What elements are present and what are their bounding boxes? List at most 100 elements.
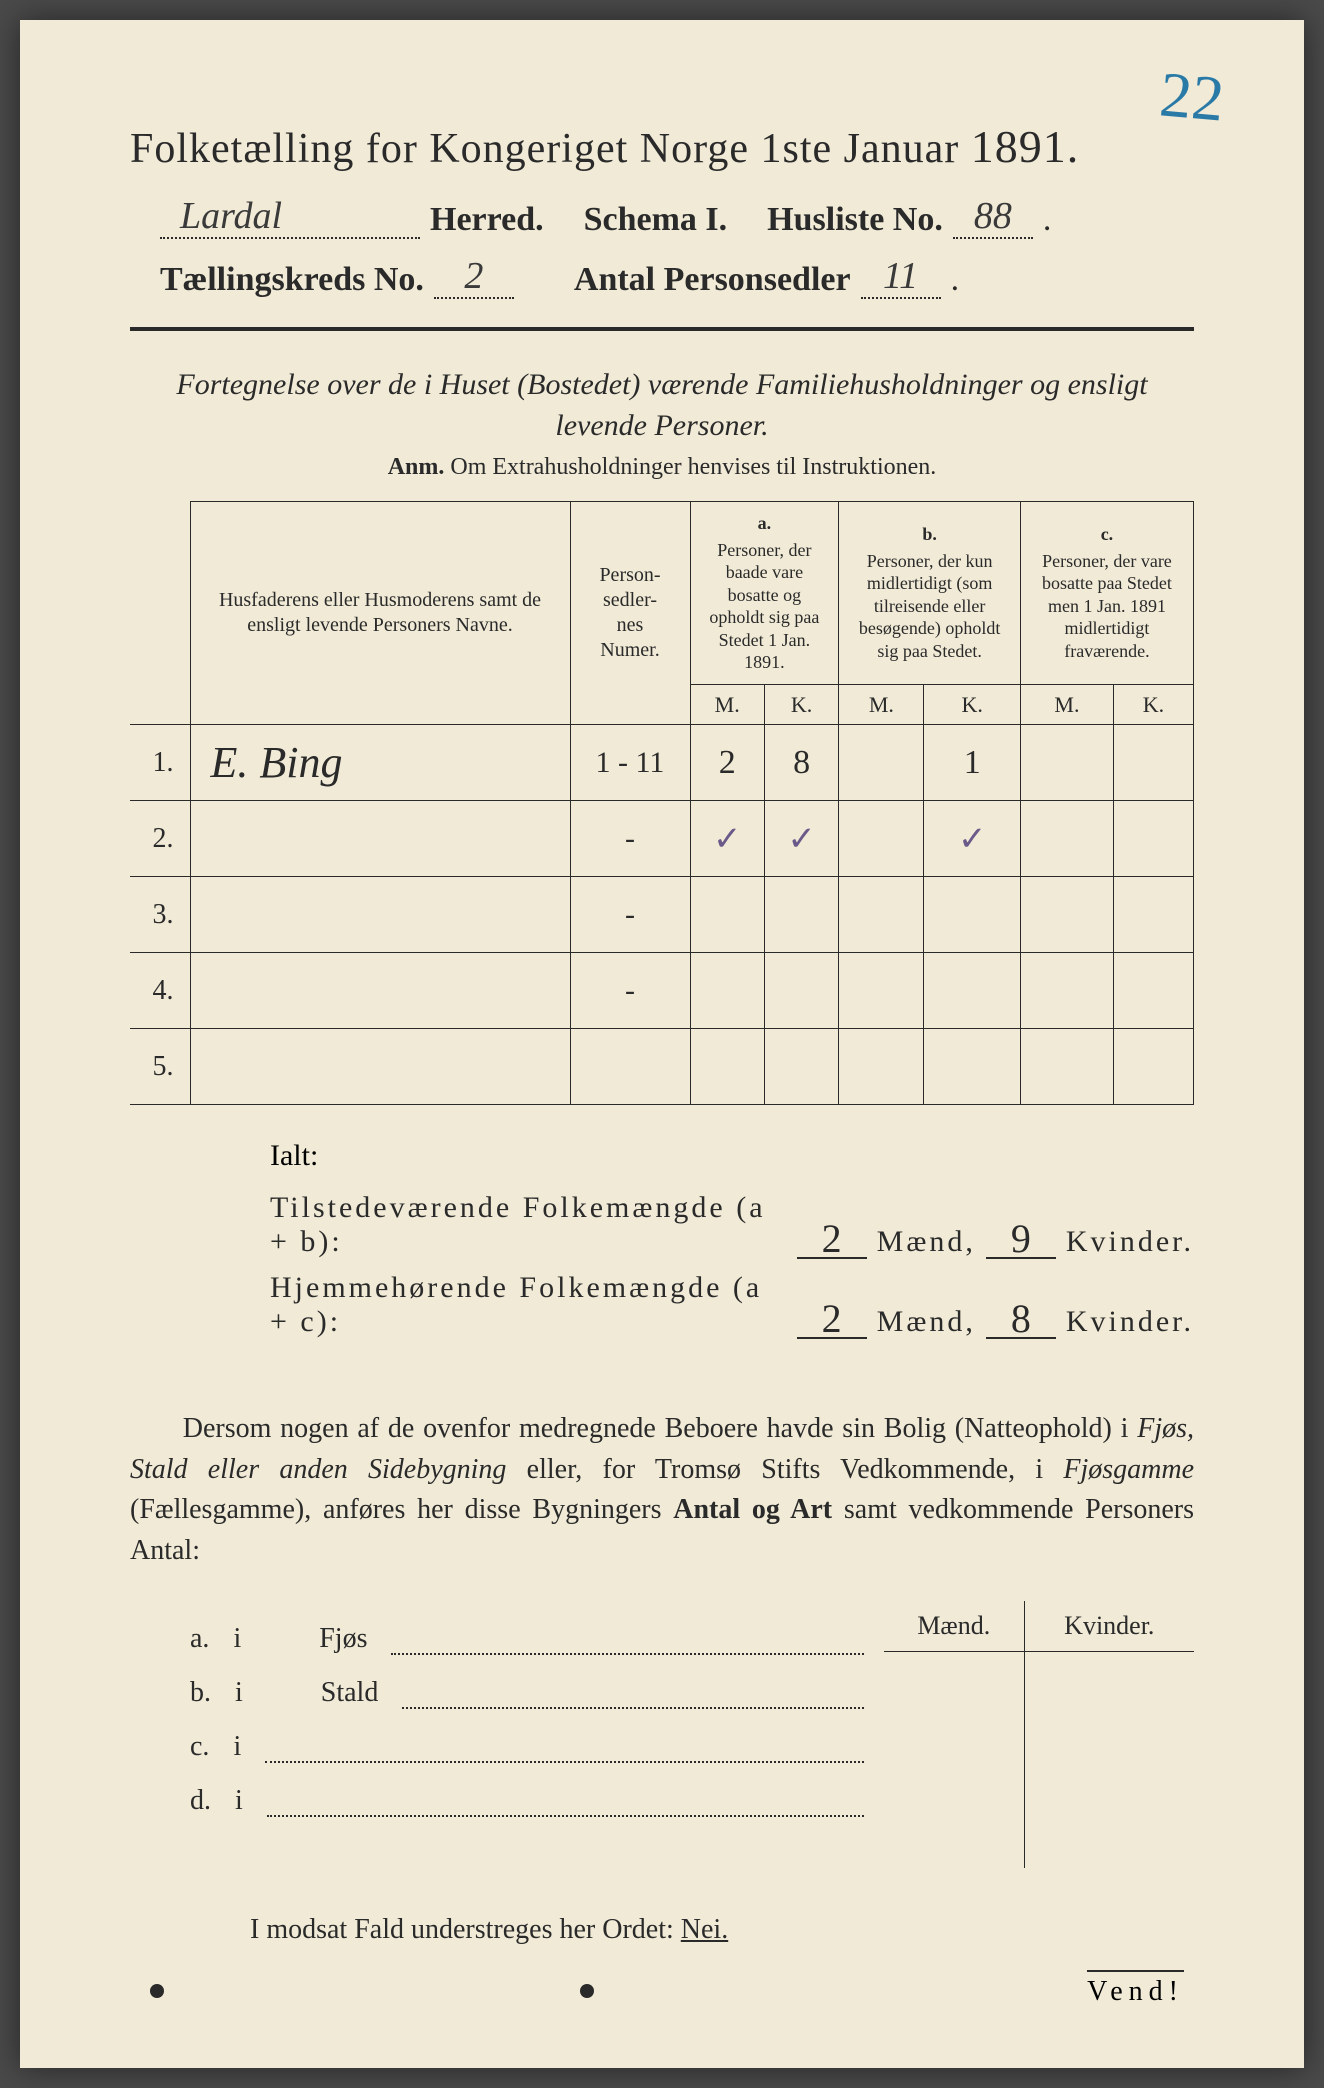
dotted-line [265, 1745, 864, 1763]
table-row: 5. [130, 1029, 1194, 1105]
cell [839, 725, 924, 801]
outbuild-row: a. i Fjøs [190, 1601, 864, 1655]
schema-label: Schema I. [584, 201, 728, 239]
mk-head-k: Kvinder. [1024, 1601, 1194, 1652]
col-names: Husfaderens eller Husmoderens samt de en… [190, 502, 570, 725]
ob-i: i [233, 1623, 241, 1655]
table-row: 3. - [130, 877, 1194, 953]
outbuilding-list: a. i Fjøs b. i Stald c. i d. i [130, 1601, 864, 1868]
cell [1020, 953, 1113, 1029]
cell [764, 953, 838, 1029]
kvinder-label: Kvinder. [1066, 1305, 1194, 1339]
outbuild-row: c. i [190, 1709, 864, 1763]
row-psn: 1 - 11 [570, 725, 690, 801]
antal-label: Antal Personsedler [574, 261, 851, 299]
cell [839, 953, 924, 1029]
cell [1113, 953, 1193, 1029]
kreds-value: 2 [434, 257, 514, 299]
ink-mark-icon [580, 1984, 594, 1998]
herred-label: Herred. [430, 201, 544, 239]
kreds-label: Tællingskreds No. [160, 261, 424, 299]
cell: ✓ [924, 801, 1020, 877]
ob-i: i [235, 1785, 243, 1817]
row-num: 4. [130, 953, 190, 1029]
cell [1113, 725, 1193, 801]
dotted-line [267, 1799, 864, 1817]
modsat-nei: Nei. [681, 1914, 728, 1945]
col-b-k: K. [924, 684, 1020, 725]
ink-mark-icon [150, 1984, 164, 1998]
header-line-3: Tællingskreds No. 2 Antal Personsedler 1… [130, 257, 1194, 299]
mk-cell [1024, 1760, 1194, 1814]
row-psn: - [570, 801, 690, 877]
mk-cell [884, 1652, 1024, 1706]
row-name [190, 877, 570, 953]
table-row: 1. E. Bing 1 - 11 2 8 1 [130, 725, 1194, 801]
totals-row-present: Tilstedeværende Folkemængde (a + b): 2 M… [270, 1191, 1194, 1259]
corner-annotation: 22 [1157, 57, 1227, 136]
modsat-line: I modsat Fald understreges her Ordet: Ne… [130, 1914, 1194, 1946]
cell [1020, 801, 1113, 877]
cell [839, 1029, 924, 1105]
cell [839, 801, 924, 877]
outbuild-row: d. i [190, 1763, 864, 1817]
ob-letter: b. [190, 1677, 211, 1709]
dotted-line [402, 1691, 864, 1709]
ialt-label: Ialt: [270, 1139, 1194, 1173]
col-a-m: M. [690, 684, 764, 725]
table-row: 4. - [130, 953, 1194, 1029]
title: Folketælling for Kongeriget Norge 1ste J… [130, 120, 1194, 173]
ob-letter: c. [190, 1731, 209, 1763]
vend-label: Vend! [1087, 1970, 1184, 2008]
row-num: 1. [130, 725, 190, 801]
mk-cell [1024, 1814, 1194, 1868]
kvinder-label: Kvinder. [1066, 1225, 1194, 1259]
col-c: c.Personer, der vare bosatte paa Stedet … [1020, 502, 1193, 685]
intro-text: Fortegnelse over de i Huset (Bostedet) v… [130, 365, 1194, 446]
dotted-line [391, 1637, 864, 1655]
ob-label: Fjøs [319, 1623, 367, 1655]
household-table: Husfaderens eller Husmoderens samt de en… [130, 501, 1194, 1105]
mk-cell [884, 1760, 1024, 1814]
divider [130, 327, 1194, 331]
cell: 2 [690, 725, 764, 801]
cell: 1 [924, 725, 1020, 801]
cell [1113, 877, 1193, 953]
resident-m: 2 [797, 1301, 867, 1339]
row-name [190, 953, 570, 1029]
mk-cell [1024, 1706, 1194, 1760]
maend-label: Mænd, [877, 1225, 976, 1259]
anm-text: Anm. Anm. Om Extrahusholdninger henvises… [130, 454, 1194, 481]
cell: 8 [764, 725, 838, 801]
census-form-page: 22 Folketælling for Kongeriget Norge 1st… [20, 20, 1304, 2068]
cell: ✓ [690, 801, 764, 877]
col-c-k: K. [1113, 684, 1193, 725]
mk-head-m: Mænd. [884, 1601, 1024, 1652]
modsat-text: I modsat Fald understreges her Ordet: [250, 1914, 681, 1945]
cell [1113, 1029, 1193, 1105]
antal-value: 11 [861, 257, 941, 299]
row-name: E. Bing [190, 725, 570, 801]
herred-value: Lardal [160, 197, 420, 239]
cell [924, 1029, 1020, 1105]
col-a-k: K. [764, 684, 838, 725]
header-line-2: Lardal Herred. Schema I. Husliste No. 88… [130, 197, 1194, 239]
cell [764, 877, 838, 953]
totals-row-resident: Hjemmehørende Folkemængde (a + c): 2 Mæn… [270, 1271, 1194, 1339]
row-psn: - [570, 877, 690, 953]
husliste-label: Husliste No. [767, 201, 943, 239]
col-c-m: M. [1020, 684, 1113, 725]
ob-letter: d. [190, 1785, 211, 1817]
row-name [190, 1029, 570, 1105]
row-psn [570, 1029, 690, 1105]
resident-label: Hjemmehørende Folkemængde (a + c): [270, 1271, 787, 1339]
row-name [190, 801, 570, 877]
ob-label: Stald [321, 1677, 379, 1709]
outbuilding-paragraph: Dersom nogen af de ovenfor medregnede Be… [130, 1409, 1194, 1571]
resident-k: 8 [986, 1301, 1056, 1339]
outbuilding-section: a. i Fjøs b. i Stald c. i d. i [130, 1601, 1194, 1868]
cell [1113, 801, 1193, 877]
outbuild-row: b. i Stald [190, 1655, 864, 1709]
mk-cell [1024, 1652, 1194, 1706]
row-num: 5. [130, 1029, 190, 1105]
